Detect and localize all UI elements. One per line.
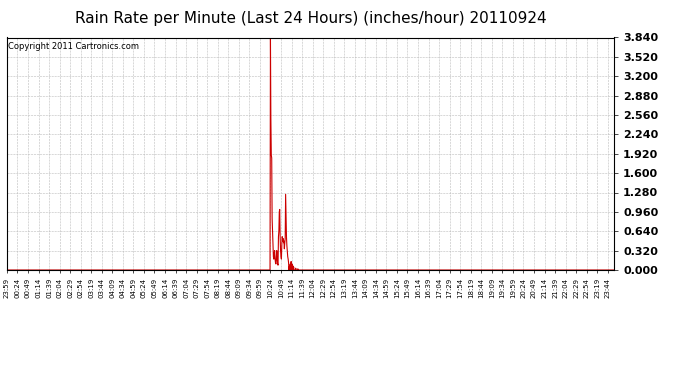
Text: Copyright 2011 Cartronics.com: Copyright 2011 Cartronics.com [8, 42, 139, 51]
Text: Rain Rate per Minute (Last 24 Hours) (inches/hour) 20110924: Rain Rate per Minute (Last 24 Hours) (in… [75, 11, 546, 26]
